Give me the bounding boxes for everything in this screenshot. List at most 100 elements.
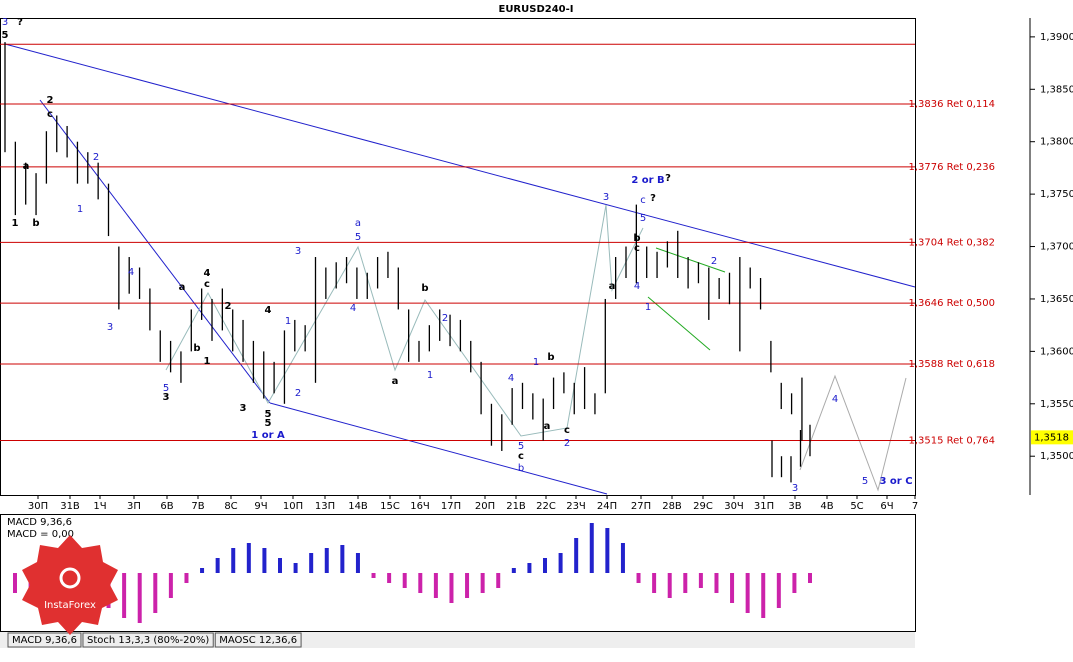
macd-bar <box>667 573 672 598</box>
logo-text: InstaForex <box>44 600 96 611</box>
level-label: 1,3704 Ret 0,382 <box>908 237 995 248</box>
wave-label: 4 <box>508 373 514 384</box>
macd-bar <box>449 573 454 603</box>
macd-bar <box>683 573 688 593</box>
indicator-tab[interactable]: Stoch 13,3,3 (80%-20%) <box>87 635 209 646</box>
macd-bar <box>387 573 392 583</box>
wave-label: c <box>634 243 640 254</box>
indicator-label: MACD 9,36,6 <box>7 517 72 528</box>
wave-label: 4 <box>204 268 211 279</box>
wave-label: ? <box>665 173 671 184</box>
wave-label: 5 <box>265 409 272 420</box>
wave-label: ? <box>17 17 23 28</box>
wave-label: 5 <box>2 30 9 41</box>
last-price-label: 1,3518 <box>1034 432 1069 443</box>
macd-bar <box>776 573 781 608</box>
wave-label: 1 <box>77 204 83 215</box>
wave-label: 4 <box>265 305 272 316</box>
x-tick-label: 1Ч <box>93 501 106 512</box>
x-tick-label: 7В <box>191 501 204 512</box>
macd-bar <box>543 558 547 573</box>
wave-label: 2 <box>711 256 717 267</box>
macd-bar <box>309 553 314 573</box>
level-label: 1,3836 Ret 0,114 <box>908 99 995 110</box>
macd-bar <box>168 573 173 598</box>
wave-label: 2 or B <box>631 175 664 186</box>
wave-label: 3 <box>163 392 170 403</box>
tab-border[interactable] <box>82 632 214 648</box>
level-label: 1,3646 Ret 0,500 <box>908 298 995 309</box>
indicator-frame <box>0 514 916 632</box>
wave-label: b <box>193 343 200 354</box>
y-tick-label: 1,3600 <box>1040 346 1073 357</box>
x-tick-label: 31В <box>60 501 80 512</box>
y-tick-label: 1,3650 <box>1040 294 1073 305</box>
wave-label: 1 or A <box>251 430 285 441</box>
macd-bar <box>496 573 501 588</box>
x-tick-label: 24П <box>597 501 617 512</box>
macd-bar <box>122 573 127 618</box>
price-frame <box>0 18 916 496</box>
macd-bar <box>792 573 797 593</box>
x-tick-label: 4В <box>820 501 833 512</box>
indicator-tab[interactable]: MACD 9,36,6 <box>12 635 77 646</box>
macd-bar <box>480 573 485 593</box>
wave-label: 2 <box>93 152 99 163</box>
y-tick-label: 1,3750 <box>1040 189 1073 200</box>
macd-bar <box>293 563 298 573</box>
macd-bar <box>714 573 719 593</box>
macd-bar <box>262 548 267 573</box>
wave-label: 4 <box>128 267 134 278</box>
x-tick-label: 17П <box>441 501 461 512</box>
wave-label: c <box>47 109 53 120</box>
wave-label: a <box>544 421 551 432</box>
macd-bar <box>184 573 189 583</box>
wave-label: 1 <box>204 356 211 367</box>
wave-label: 2 <box>295 388 301 399</box>
trendline <box>39 99 271 404</box>
macd-bar <box>652 573 657 593</box>
wave-label: 3 <box>295 246 301 257</box>
wave-label: a <box>392 376 399 387</box>
wave-label: 4 <box>832 394 838 405</box>
level-label: 1,3588 Ret 0,618 <box>908 359 995 370</box>
macd-bar <box>246 543 251 573</box>
wave-label: 3 <box>240 403 247 414</box>
macd-bar <box>558 553 563 573</box>
macd-bar <box>433 573 438 598</box>
wave-label: 2 <box>47 95 54 106</box>
wave-label: 5 <box>163 383 169 394</box>
macd-bar <box>402 573 407 588</box>
wave-label: 4 <box>350 303 356 314</box>
trendline <box>647 296 711 351</box>
wave-label: 2 <box>442 313 448 324</box>
wave-label: 3 <box>603 192 609 203</box>
wave-label: 1 <box>12 218 19 229</box>
wave-label: a <box>355 218 361 229</box>
y-tick-label: 1,3900 <box>1040 32 1073 43</box>
tab-border[interactable] <box>7 632 82 648</box>
trendline <box>4 43 916 288</box>
x-tick-label: 7 <box>912 501 918 512</box>
x-tick-label: 30Ч <box>724 501 744 512</box>
macd-bar <box>137 573 142 623</box>
x-tick-label: 8С <box>224 501 237 512</box>
macd-bar <box>418 573 423 593</box>
logo: InstaForex <box>22 535 118 635</box>
x-tick-label: 14В <box>348 501 368 512</box>
macd-bar <box>324 548 329 573</box>
x-tick-label: 16Ч <box>410 501 430 512</box>
wave-label: 3 <box>792 483 798 494</box>
wave-label: 5 <box>862 476 868 487</box>
wave-label: a <box>179 282 186 293</box>
macd-bar <box>231 548 236 573</box>
wave-label: 1 <box>427 370 433 381</box>
macd-bar <box>620 543 625 573</box>
indicator-tab[interactable]: MAOSC 12,36,6 <box>219 635 297 646</box>
wave-label: 2 <box>564 438 570 449</box>
tab-border[interactable] <box>214 632 302 648</box>
wave-label: 5 <box>355 232 361 243</box>
wave-label: 3 or C <box>879 476 912 487</box>
level-label: 1,3776 Ret 0,236 <box>908 162 995 173</box>
